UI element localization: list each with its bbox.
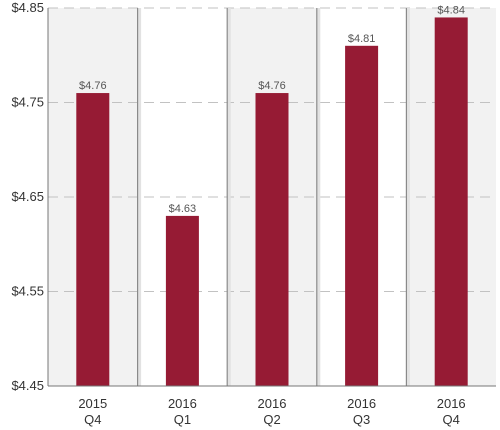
x-tick-label: 2016: [168, 396, 197, 411]
bar: [434, 17, 468, 386]
bar: [255, 93, 289, 387]
x-tick-label: Q4: [443, 412, 460, 427]
data-label: $4.84: [437, 4, 465, 16]
x-tick-label: 2016: [258, 396, 287, 411]
x-tick-label: 2015: [78, 396, 107, 411]
bars: [76, 17, 468, 387]
y-tick-label: $4.45: [11, 378, 44, 393]
data-label: $4.76: [79, 80, 107, 92]
x-tick-label: 2016: [347, 396, 376, 411]
data-label: $4.76: [258, 80, 286, 92]
category-dividers: [137, 8, 410, 386]
data-labels: $4.76 $4.63 $4.76 $4.81 $4.84: [79, 4, 465, 214]
x-tick-label: Q2: [263, 412, 280, 427]
y-tick-label: $4.85: [11, 0, 44, 15]
bar: [76, 93, 110, 387]
data-label: $4.81: [348, 33, 376, 45]
y-tick-label: $4.75: [11, 95, 44, 110]
x-tick-label: Q3: [353, 412, 370, 427]
y-axis-ticks: $4.45 $4.55 $4.65 $4.75 $4.85: [11, 0, 44, 393]
y-tick-label: $4.65: [11, 189, 44, 204]
bar: [165, 215, 199, 386]
x-tick-label: Q1: [174, 412, 191, 427]
data-label: $4.63: [169, 203, 197, 215]
x-tick-label: 2016: [437, 396, 466, 411]
axes: [47, 8, 496, 387]
y-tick-label: $4.55: [11, 284, 44, 299]
bar: [345, 45, 379, 387]
x-tick-label: Q4: [84, 412, 101, 427]
